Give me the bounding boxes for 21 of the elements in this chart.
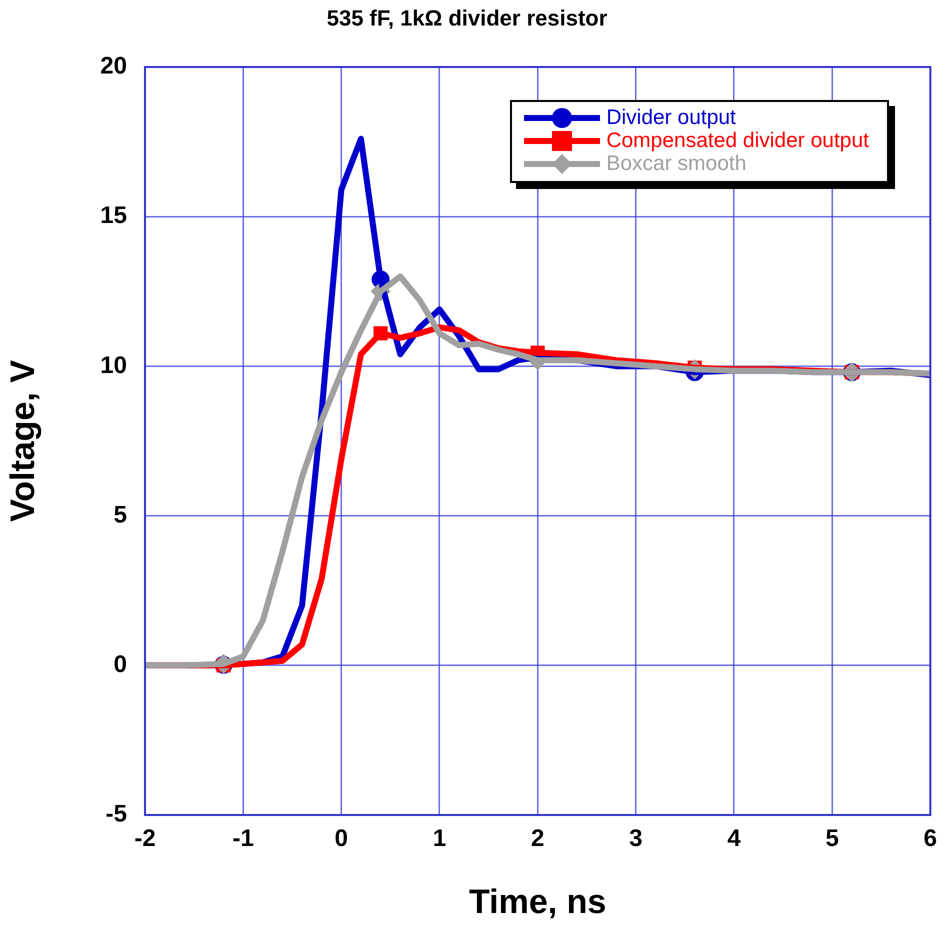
y-tick-label: 5 [114, 501, 127, 528]
legend-label: Divider output [606, 106, 736, 129]
x-axis-title: Time, ns [469, 882, 606, 921]
x-tick-label: 1 [432, 825, 446, 852]
chart-title: 535 fF, 1kΩ divider resistor [326, 5, 608, 30]
legend-label: Compensated divider output [606, 129, 869, 152]
y-tick-label: -5 [106, 800, 127, 828]
legend-label: Boxcar smooth [606, 152, 746, 175]
y-tick-label: 20 [100, 52, 127, 80]
y-tick-label: 15 [100, 202, 127, 230]
y-tick-label: 10 [100, 352, 127, 379]
x-tick-label: 4 [727, 825, 742, 852]
x-tick-label: -2 [134, 825, 156, 852]
x-tick-label: -1 [232, 825, 254, 852]
y-tick-label: 0 [114, 651, 127, 678]
x-tick-label: 5 [825, 825, 839, 852]
x-tick-label: 0 [334, 825, 348, 852]
x-tick-label: 2 [530, 825, 544, 852]
x-tick-label: 3 [629, 825, 643, 852]
x-tick-label: 6 [924, 825, 938, 852]
y-axis-title: Voltage, V [4, 360, 42, 522]
